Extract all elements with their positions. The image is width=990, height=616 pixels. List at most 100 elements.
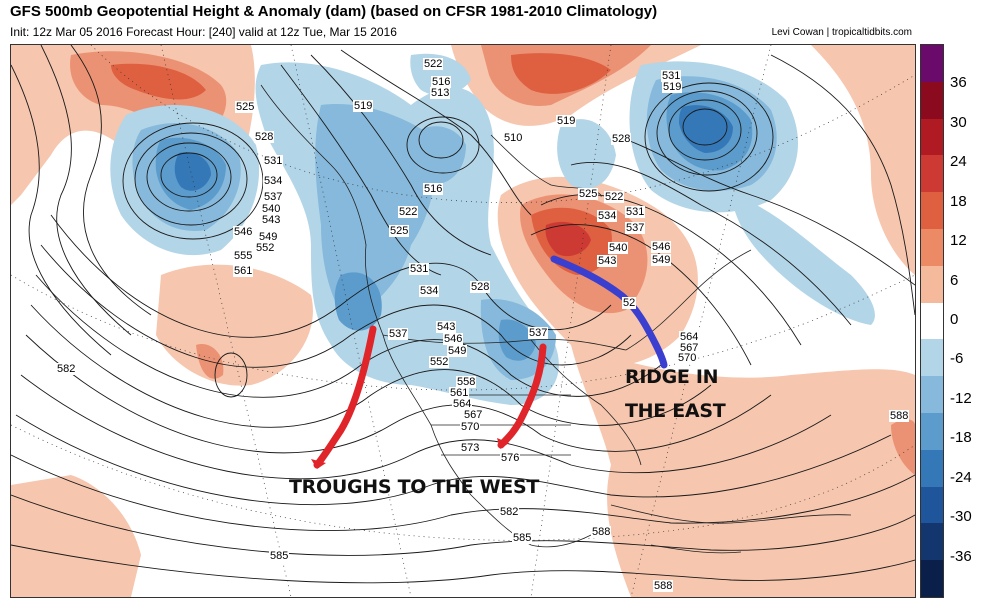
contour-label: 525 <box>578 188 599 200</box>
colorbar-tick-label: 36 <box>950 74 967 92</box>
contour-label: 516 <box>423 183 444 195</box>
anomaly-colorbar <box>920 44 944 598</box>
trough-arrows <box>311 325 547 469</box>
contour-label: 540 <box>608 242 629 254</box>
contour-label: 567 <box>463 409 484 421</box>
latitude-gridlines <box>11 45 915 597</box>
contour-label: 585 <box>269 550 290 562</box>
colorbar-swatch <box>921 265 943 303</box>
contour-label: 534 <box>419 285 440 297</box>
contour-label: 570 <box>460 421 481 433</box>
contour-label: 552 <box>255 242 276 254</box>
colorbar-tick-label: -12 <box>950 389 972 407</box>
colorbar-tick-label: -36 <box>950 547 972 565</box>
contour-label: 522 <box>423 58 444 70</box>
geographic-boundaries <box>260 84 852 554</box>
contour-label: 510 <box>503 132 524 144</box>
contour-label: 52 <box>622 297 637 309</box>
contour-label: 546 <box>443 333 464 345</box>
colorbar-tick-label: 6 <box>950 271 959 289</box>
trough-arrow-west <box>313 325 377 469</box>
contour-label: 573 <box>460 442 481 454</box>
contour-label: 588 <box>889 410 910 422</box>
contour-label: 561 <box>449 387 470 399</box>
colorbar-swatch <box>921 376 943 413</box>
contour-label: 576 <box>500 452 521 464</box>
contour-label: 561 <box>233 265 254 277</box>
contour-label: 537 <box>263 191 284 203</box>
ridge-annotation-line2: THE EAST <box>625 400 726 422</box>
contour-label: 519 <box>556 115 577 127</box>
colorbar-tick-label: -30 <box>950 508 972 526</box>
chart-title: GFS 500mb Geopotential Height & Anomaly … <box>10 3 658 20</box>
contour-label: 537 <box>388 328 409 340</box>
anomaly-map: 525 528 531 534 537 540 543 546 549 552 … <box>10 44 916 598</box>
colorbar-swatch <box>921 81 943 119</box>
map-canvas <box>11 45 915 597</box>
contour-label: 582 <box>499 506 520 518</box>
ridge-annotation-line1: RIDGE IN <box>625 366 719 388</box>
chart-subtitle: Init: 12z Mar 05 2016 Forecast Hour: [24… <box>10 25 397 39</box>
colorbar-swatch <box>921 192 943 229</box>
colorbar-tick-label: 30 <box>950 113 967 131</box>
colorbar-swatch <box>921 45 943 82</box>
contour-label: 567 <box>679 342 700 354</box>
contour-label: 588 <box>591 526 612 538</box>
colorbar-swatch <box>921 118 943 156</box>
colorbar-tick-label: 18 <box>950 192 967 210</box>
contour-label: 543 <box>436 321 457 333</box>
colorbar-swatch <box>921 449 943 487</box>
contour-label: 543 <box>261 214 282 226</box>
colorbar-tick-label: 12 <box>950 232 967 250</box>
trough-arrow-central <box>497 343 547 449</box>
colorbar-tick-label: 0 <box>950 311 959 328</box>
colorbar-tick-label: -24 <box>950 468 972 486</box>
contour-label: 549 <box>651 254 672 266</box>
contour-label: 531 <box>625 206 646 218</box>
contour-label: 531 <box>661 70 682 82</box>
colorbar-swatch <box>921 339 943 377</box>
contour-label: 582 <box>56 363 77 375</box>
contour-label: 549 <box>447 345 468 357</box>
contour-label: 552 <box>429 356 450 368</box>
contour-label: 534 <box>597 210 618 222</box>
contour-label: 549 <box>258 231 279 243</box>
contour-label: 525 <box>235 101 256 113</box>
credit-text: Levi Cowan | tropicaltidbits.com <box>771 27 912 38</box>
contour-label: 516 <box>431 76 452 88</box>
contour-label: 540 <box>261 203 282 215</box>
colorbar-swatch <box>921 412 943 450</box>
contour-label: 528 <box>470 281 491 293</box>
contour-label: 528 <box>611 133 632 145</box>
contour-label: 537 <box>625 222 646 234</box>
contour-label: 546 <box>233 226 254 238</box>
colorbar-swatch <box>921 302 943 340</box>
contour-label: 531 <box>409 263 430 275</box>
contour-label: 528 <box>254 131 275 143</box>
contour-label: 519 <box>353 100 374 112</box>
contour-label: 546 <box>651 241 672 253</box>
contour-label: 525 <box>389 225 410 237</box>
ridge-arrow <box>550 255 668 369</box>
contour-label: 522 <box>398 206 419 218</box>
contour-label: 531 <box>263 155 284 167</box>
colorbar-tick-label: 24 <box>950 153 967 171</box>
contour-label: 585 <box>512 532 533 544</box>
contour-label: 555 <box>233 250 254 262</box>
contour-label: 588 <box>653 580 674 592</box>
colorbar-tick-label: -6 <box>950 350 964 368</box>
contour-label: 522 <box>604 191 625 203</box>
positive-anomaly-areas <box>11 45 915 597</box>
contour-label: 543 <box>597 255 618 267</box>
colorbar-swatch <box>921 523 943 561</box>
contour-label: 519 <box>662 81 683 93</box>
contour-label: 570 <box>677 352 698 364</box>
colorbar-swatch <box>921 228 943 266</box>
colorbar-tick-label: -18 <box>950 429 972 447</box>
contour-label: 534 <box>263 175 284 187</box>
contour-label: 513 <box>430 87 451 99</box>
troughs-annotation: TROUGHS TO THE WEST <box>289 476 540 498</box>
contour-label: 558 <box>456 376 477 388</box>
contour-label: 564 <box>679 331 700 343</box>
contour-label: 537 <box>528 327 549 339</box>
